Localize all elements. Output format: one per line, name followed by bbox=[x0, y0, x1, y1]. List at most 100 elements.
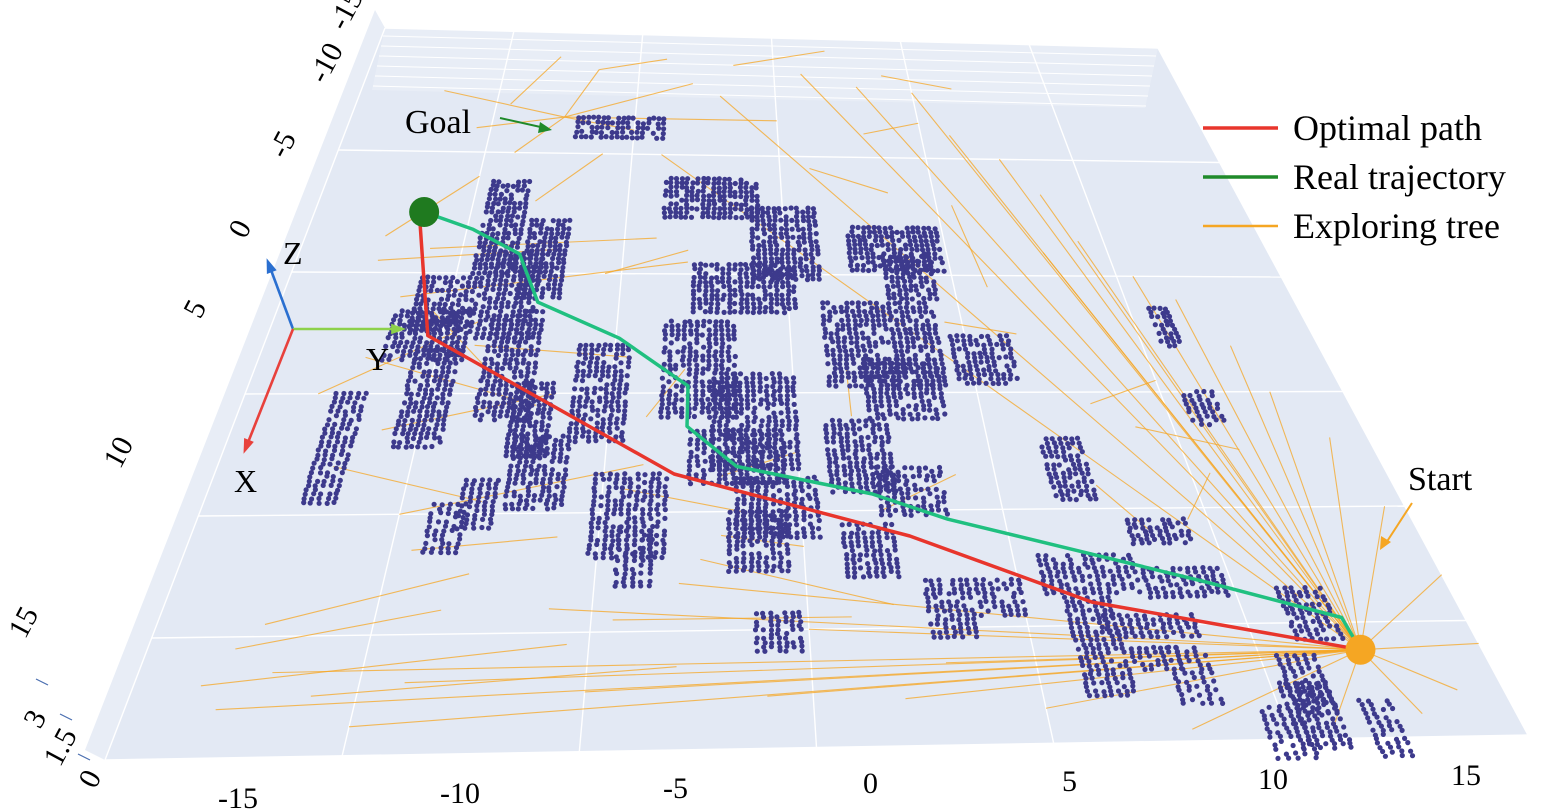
obstacle-point bbox=[885, 287, 892, 293]
obstacle-point bbox=[446, 506, 452, 512]
obstacle-point bbox=[674, 192, 680, 198]
obstacle-point bbox=[1168, 624, 1174, 630]
obstacle-point bbox=[493, 196, 499, 202]
obstacle-point bbox=[827, 309, 833, 315]
obstacle-point bbox=[527, 480, 533, 486]
obstacle-point bbox=[728, 210, 734, 216]
obstacle-point bbox=[725, 279, 732, 285]
obstacle-point bbox=[824, 348, 830, 354]
obstacle-point bbox=[693, 401, 699, 407]
obstacle-point bbox=[1114, 630, 1120, 636]
obstacle-point bbox=[813, 491, 819, 498]
obstacle-point bbox=[726, 568, 732, 575]
obstacle-point bbox=[913, 406, 919, 412]
obstacle-point bbox=[566, 438, 572, 444]
obstacle-point bbox=[484, 256, 490, 262]
obstacle-point bbox=[936, 577, 942, 583]
obstacle-point bbox=[662, 214, 668, 220]
obstacle-point bbox=[1080, 662, 1086, 669]
obstacle-point bbox=[900, 495, 906, 501]
obstacle-point bbox=[619, 430, 625, 436]
obstacle-point bbox=[884, 386, 891, 392]
obstacle-point bbox=[593, 555, 599, 561]
obstacle-point bbox=[1120, 581, 1126, 588]
obstacle-point bbox=[487, 404, 493, 410]
obstacle-point bbox=[888, 464, 894, 470]
obstacle-point bbox=[535, 243, 541, 249]
obstacle-point bbox=[915, 262, 921, 268]
obstacle-point bbox=[880, 369, 887, 375]
obstacle-point bbox=[480, 516, 486, 523]
obstacle-point bbox=[719, 344, 725, 350]
obstacle-point bbox=[722, 432, 728, 438]
obstacle-point bbox=[918, 394, 924, 400]
obstacle-point bbox=[540, 410, 546, 416]
obstacle-point bbox=[407, 330, 413, 336]
obstacle-point bbox=[757, 388, 763, 394]
obstacle-point bbox=[1061, 569, 1067, 575]
obstacle-point bbox=[601, 346, 607, 353]
obstacle-point bbox=[613, 420, 619, 426]
obstacle-point bbox=[640, 557, 646, 563]
obstacle-point bbox=[456, 309, 462, 315]
obstacle-point bbox=[597, 377, 604, 383]
obstacle-point bbox=[904, 295, 910, 302]
obstacle-point bbox=[520, 360, 526, 366]
obstacle-point bbox=[1127, 671, 1133, 677]
obstacle-point bbox=[503, 453, 509, 459]
obstacle-point bbox=[727, 300, 733, 306]
obstacle-point bbox=[828, 472, 834, 478]
obstacle-point bbox=[854, 339, 860, 346]
obstacle-point bbox=[751, 454, 757, 460]
obstacle-point bbox=[1114, 680, 1120, 686]
obstacle-point bbox=[550, 385, 556, 391]
obstacle-point bbox=[882, 521, 889, 527]
obstacle-point bbox=[544, 381, 550, 387]
obstacle-point bbox=[751, 305, 757, 311]
obstacle-point bbox=[773, 422, 779, 428]
obstacle-point bbox=[620, 437, 626, 443]
obstacle-point bbox=[589, 129, 595, 135]
obstacle-point bbox=[588, 416, 594, 422]
obstacle-point bbox=[1105, 650, 1111, 656]
obstacle-point bbox=[472, 306, 478, 312]
obstacle-point bbox=[607, 429, 613, 435]
obstacle-point bbox=[743, 427, 749, 433]
obstacle-point bbox=[791, 401, 797, 407]
obstacle-point bbox=[445, 296, 451, 302]
obstacle-point bbox=[477, 235, 483, 241]
obstacle-point bbox=[635, 120, 641, 126]
obstacle-point bbox=[910, 229, 916, 235]
obstacle-point bbox=[696, 270, 702, 276]
obstacle-point bbox=[1130, 679, 1136, 685]
obstacle-point bbox=[790, 234, 796, 240]
obstacle-point bbox=[594, 355, 601, 361]
obstacle-point bbox=[802, 533, 808, 540]
obstacle-point bbox=[1166, 616, 1172, 622]
obstacle-point bbox=[717, 423, 723, 429]
obstacle-point bbox=[437, 439, 443, 445]
obstacle-point bbox=[507, 423, 513, 429]
obstacle-point bbox=[624, 519, 630, 526]
obstacle-point bbox=[696, 296, 703, 302]
obstacle-point bbox=[593, 368, 600, 374]
obstacle-point bbox=[525, 239, 531, 245]
obstacle-point bbox=[440, 321, 446, 327]
obstacle-point bbox=[913, 243, 920, 249]
obstacle-point bbox=[754, 648, 760, 654]
obstacle-point bbox=[897, 390, 903, 397]
obstacle-point bbox=[631, 557, 638, 564]
obstacle-point bbox=[639, 553, 645, 559]
obstacle-point bbox=[738, 189, 744, 195]
obstacle-point bbox=[435, 360, 441, 367]
obstacle-point bbox=[354, 395, 361, 401]
obstacle-point bbox=[707, 332, 713, 338]
obstacle-point bbox=[687, 345, 693, 351]
obstacle-point bbox=[834, 331, 840, 337]
obstacle-point bbox=[584, 386, 590, 392]
obstacle-point bbox=[750, 458, 757, 464]
obstacle-point bbox=[859, 383, 865, 389]
obstacle-point bbox=[840, 451, 846, 457]
obstacle-point bbox=[781, 310, 788, 316]
obstacle-point bbox=[447, 501, 453, 507]
